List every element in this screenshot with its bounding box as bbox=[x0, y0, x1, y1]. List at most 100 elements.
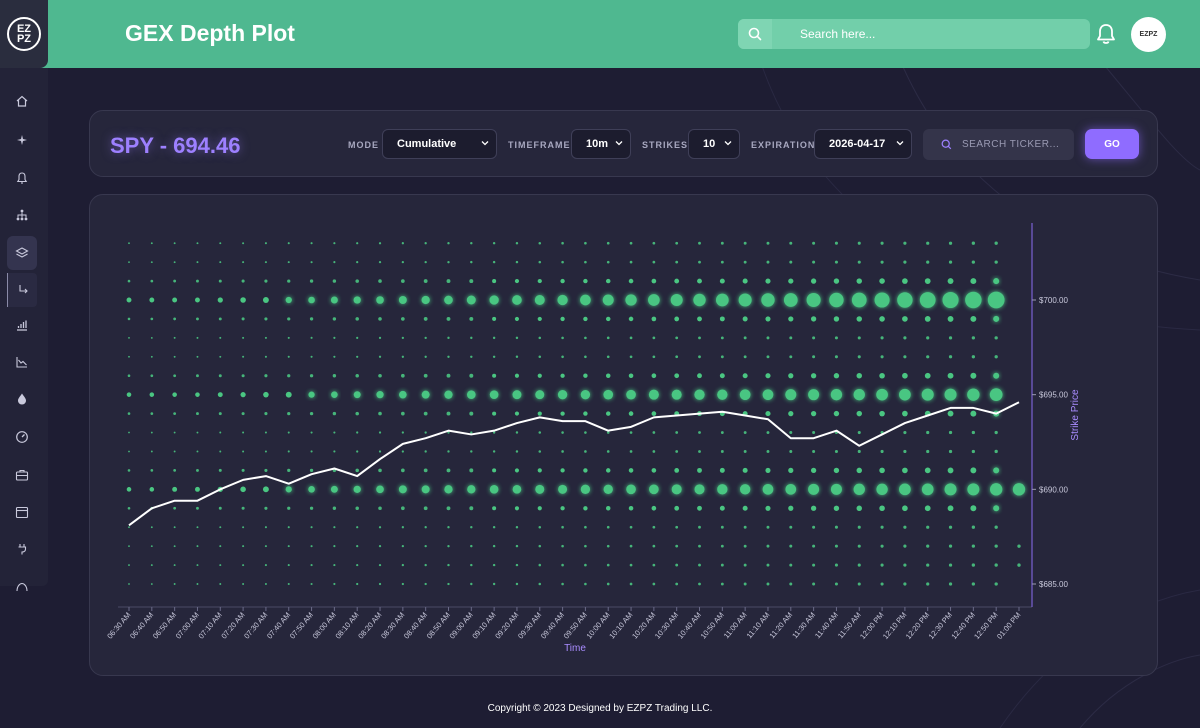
gex-dot bbox=[492, 355, 496, 359]
gex-dot bbox=[1017, 563, 1021, 567]
gex-dot bbox=[219, 450, 222, 453]
logo[interactable]: EZ PZ bbox=[0, 0, 48, 68]
gex-dot bbox=[242, 564, 245, 567]
gex-dot bbox=[698, 355, 701, 359]
sidebar-item-bar-chart[interactable] bbox=[7, 308, 37, 342]
search-input[interactable] bbox=[772, 19, 1090, 49]
gex-dot bbox=[378, 582, 382, 586]
notification-bell-icon[interactable] bbox=[1095, 22, 1117, 46]
gex-dot bbox=[971, 260, 975, 264]
gex-dot bbox=[310, 242, 313, 245]
gex-depth-chart[interactable]: $685.00 $690.00 $695.00 $700.00 Strike Price… bbox=[90, 195, 1159, 677]
gex-dot bbox=[899, 388, 911, 401]
sidebar-item-sparkle[interactable] bbox=[7, 123, 37, 157]
sidebar-item-trend-down[interactable] bbox=[7, 345, 37, 379]
sidebar-item-home[interactable] bbox=[7, 84, 37, 118]
sidebar-item-bell[interactable] bbox=[7, 161, 37, 195]
gex-dot bbox=[538, 431, 542, 434]
gex-dot bbox=[219, 242, 222, 245]
y-tick-label: $695.00 bbox=[1039, 391, 1068, 400]
gex-dot bbox=[515, 544, 519, 548]
gex-dot bbox=[264, 506, 268, 510]
gex-dot bbox=[675, 525, 679, 529]
gex-dot bbox=[470, 563, 473, 567]
expiration-select[interactable]: 2026-04-17 bbox=[814, 129, 912, 159]
gex-dot bbox=[398, 296, 407, 304]
sidebar-item-hierarchy[interactable] bbox=[7, 198, 37, 232]
gex-dot bbox=[128, 336, 130, 339]
gex-dot bbox=[584, 525, 587, 529]
sidebar-item-gauge[interactable] bbox=[7, 420, 37, 454]
gex-dot bbox=[947, 316, 954, 322]
sidebar-item-calendar[interactable] bbox=[7, 495, 37, 529]
gex-dot bbox=[378, 526, 382, 529]
gex-dot bbox=[561, 241, 564, 245]
gex-dot bbox=[287, 545, 290, 548]
gex-dot bbox=[766, 582, 770, 586]
gex-dot bbox=[834, 241, 838, 245]
gex-dot bbox=[512, 390, 522, 400]
gex-dot bbox=[173, 242, 176, 245]
search-icon[interactable] bbox=[738, 19, 772, 49]
gex-dot bbox=[880, 563, 884, 567]
sidebar-item-return-arrow[interactable] bbox=[7, 273, 37, 307]
gex-dot bbox=[856, 316, 862, 322]
gex-dot bbox=[830, 388, 843, 401]
gex-dot bbox=[697, 316, 702, 322]
strikes-select[interactable]: 10 bbox=[688, 129, 740, 159]
gex-dot bbox=[994, 241, 998, 245]
calendar-icon bbox=[15, 506, 29, 519]
mode-select[interactable]: Cumulative bbox=[382, 129, 497, 159]
gex-dot bbox=[902, 316, 908, 322]
gex-dot bbox=[242, 583, 245, 585]
gex-dot bbox=[742, 373, 748, 379]
gex-dot bbox=[743, 544, 747, 548]
ticker-search-input[interactable] bbox=[962, 139, 1072, 150]
gex-dot bbox=[880, 525, 884, 529]
gex-dot bbox=[331, 391, 338, 398]
gex-dot bbox=[492, 468, 497, 473]
gex-dot bbox=[333, 261, 336, 264]
gex-dot bbox=[127, 469, 131, 472]
avatar[interactable]: EZPZ bbox=[1131, 17, 1166, 52]
gex-dot bbox=[401, 450, 404, 453]
gex-dot bbox=[994, 563, 998, 567]
gex-dot bbox=[218, 279, 222, 283]
go-button[interactable]: GO bbox=[1085, 129, 1139, 159]
gex-dot bbox=[675, 544, 679, 548]
gex-dot bbox=[606, 563, 610, 567]
sidebar-item-plug[interactable] bbox=[7, 532, 37, 566]
gex-dot bbox=[378, 355, 382, 358]
gex-dot bbox=[241, 279, 245, 283]
gex-dot bbox=[742, 467, 748, 473]
gex-dot bbox=[128, 431, 130, 434]
gex-dot bbox=[993, 315, 1000, 322]
gex-dot bbox=[993, 467, 1000, 474]
gex-dot bbox=[149, 297, 155, 303]
gex-dot bbox=[789, 582, 793, 586]
gex-dot bbox=[834, 260, 838, 264]
gex-dot bbox=[926, 355, 930, 359]
sidebar-item-layers[interactable] bbox=[7, 236, 37, 270]
gex-dot bbox=[469, 506, 474, 511]
gex-dot bbox=[561, 582, 564, 586]
gex-dot bbox=[538, 525, 542, 529]
gex-dot bbox=[470, 336, 473, 340]
gex-dot bbox=[693, 293, 706, 307]
gex-dot bbox=[150, 583, 153, 585]
gex-dot bbox=[789, 431, 793, 435]
gex-dot bbox=[514, 279, 520, 284]
sidebar-item-briefcase[interactable] bbox=[7, 458, 37, 492]
sidebar-item-droplet[interactable] bbox=[7, 382, 37, 416]
gex-dot bbox=[697, 467, 702, 473]
gex-dot bbox=[766, 450, 770, 453]
gex-dot bbox=[606, 582, 610, 586]
timeframe-select[interactable]: 10m bbox=[571, 129, 631, 159]
gex-dot bbox=[789, 355, 793, 359]
gex-dot bbox=[625, 294, 637, 306]
gex-dot bbox=[332, 317, 337, 321]
sidebar-item-speedometer[interactable] bbox=[7, 570, 37, 604]
gex-dot bbox=[150, 242, 153, 245]
gex-dot bbox=[789, 563, 793, 567]
gex-dot bbox=[127, 412, 131, 415]
